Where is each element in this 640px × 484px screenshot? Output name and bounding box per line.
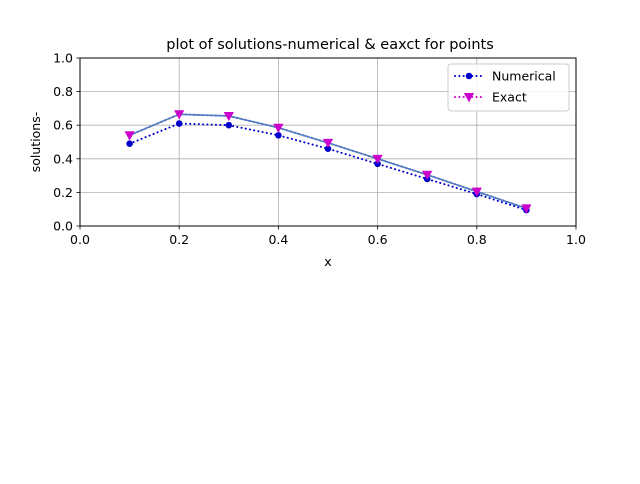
legend-marker: [465, 72, 473, 80]
data-point: [273, 123, 284, 133]
y-axis-label: solutions-: [28, 112, 43, 173]
y-tick-label: 0.8: [53, 84, 73, 99]
data-point: [124, 131, 135, 141]
data-point: [471, 187, 482, 197]
chart-title: plot of solutions-numerical & eaxct for …: [166, 37, 494, 53]
x-tick-label: 1.0: [566, 232, 586, 247]
series-exact-markers: [124, 110, 532, 214]
legend-label: Exact: [492, 90, 527, 105]
x-axis-label: x: [324, 254, 331, 269]
data-point: [126, 140, 133, 147]
series-line: [128, 122, 528, 212]
y-tick-label: 0.6: [53, 118, 73, 133]
data-point: [521, 204, 532, 214]
legend-box: [447, 63, 570, 112]
x-tick-label: 0.4: [268, 232, 288, 247]
y-tick-label: 0.4: [53, 151, 73, 166]
x-tick-label: 0.0: [70, 232, 90, 247]
y-tick-label: 0.0: [53, 219, 73, 234]
data-point: [372, 154, 383, 165]
legend-label: Numerical: [492, 69, 556, 84]
x-tick-label: 0.8: [467, 232, 487, 247]
data-point: [275, 131, 282, 139]
axes-frame: [79, 57, 577, 227]
data-point: [223, 111, 234, 122]
data-point: [322, 138, 334, 149]
y-tick-label: 1.0: [53, 51, 73, 66]
legend-marker: [463, 93, 475, 103]
axis-ticks: 0.0 0.2 0.4 0.6 0.8 1.0 0.0 0.2 0.4 0.6 0.8 1.0: [53, 51, 586, 248]
data-point: [225, 121, 233, 129]
data-point: [175, 120, 183, 127]
legend: Numerical Exact: [447, 63, 570, 112]
x-tick-label: 0.6: [368, 232, 388, 247]
data-point: [422, 170, 433, 180]
data-point: [174, 110, 185, 120]
series-group: [124, 110, 532, 214]
y-tick-label: 0.2: [53, 185, 73, 200]
x-tick-label: 0.2: [169, 232, 189, 247]
